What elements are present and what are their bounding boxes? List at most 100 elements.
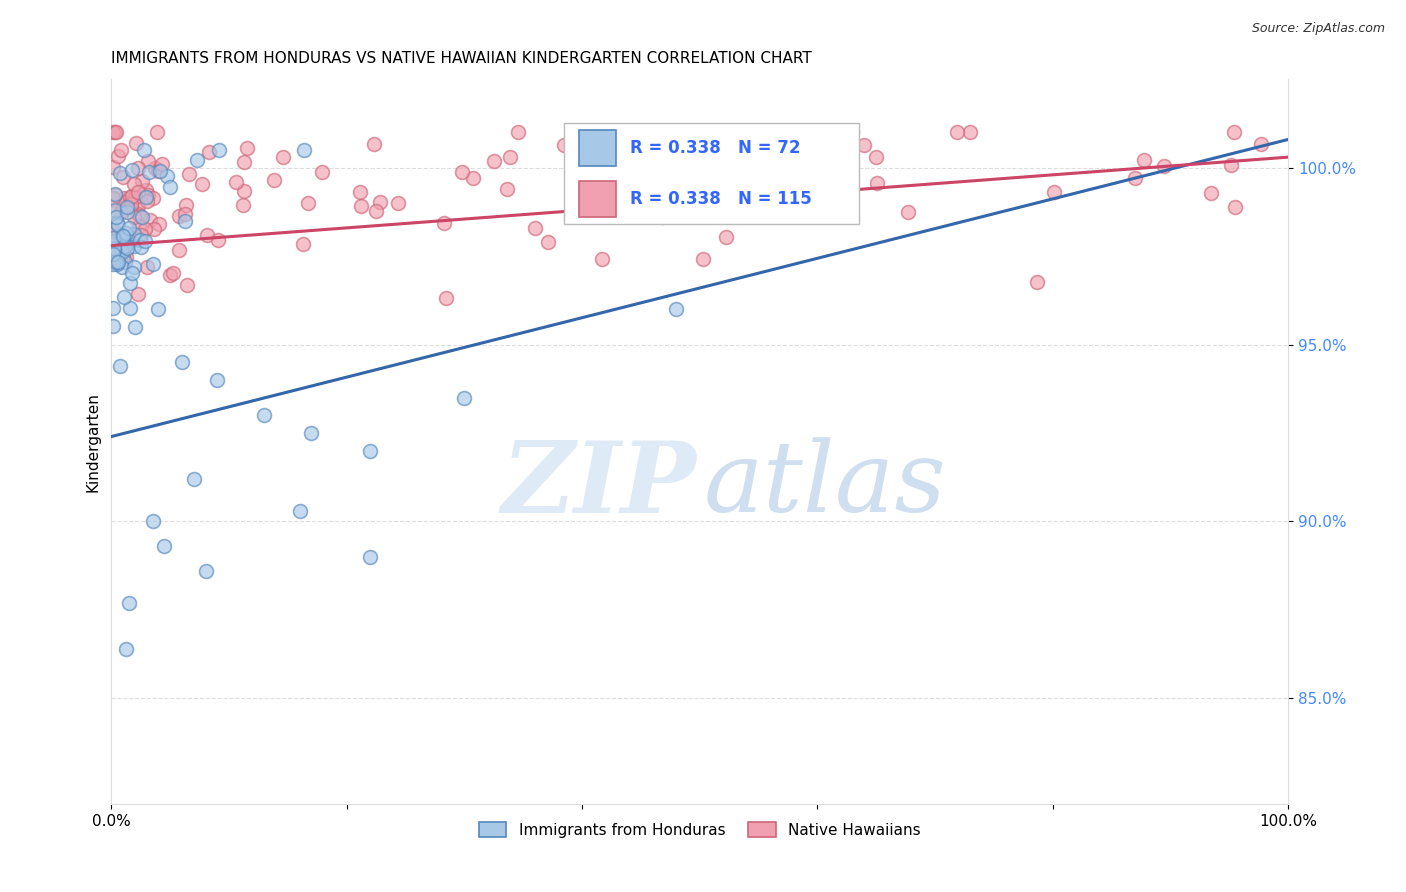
Point [111, 227, 134, 242]
Point [115, 250, 138, 264]
Point [591, 252, 613, 266]
Point [159, 179, 181, 194]
Point [118, 190, 141, 204]
Point [121, 162, 143, 177]
Point [363, 136, 385, 151]
Text: IMMIGRANTS FROM HONDURAS VS NATIVE HAWAIIAN KINDERGARTEN CORRELATION CHART: IMMIGRANTS FROM HONDURAS VS NATIVE HAWAI… [111, 51, 813, 66]
Point [225, 175, 247, 189]
Point [195, 228, 218, 243]
Point [148, 302, 170, 317]
Point [176, 277, 198, 292]
Point [118, 301, 141, 315]
Point [311, 165, 333, 179]
Point [134, 221, 156, 235]
Point [723, 125, 745, 139]
Point [101, 247, 124, 261]
Point [1250, 136, 1272, 151]
Point [167, 209, 190, 223]
Point [135, 183, 157, 197]
Point [190, 178, 212, 192]
FancyBboxPatch shape [564, 123, 859, 225]
Point [121, 189, 143, 203]
Point [127, 287, 149, 301]
Point [207, 373, 229, 387]
Point [162, 266, 184, 280]
Point [101, 257, 124, 271]
Point [461, 171, 484, 186]
Point [103, 244, 125, 258]
Point [115, 200, 138, 214]
Point [104, 188, 127, 202]
Point [143, 161, 166, 175]
Point [112, 169, 135, 184]
Point [537, 235, 560, 249]
Point [118, 596, 141, 610]
Point [152, 157, 174, 171]
Point [132, 143, 155, 157]
Point [179, 168, 201, 182]
Point [131, 227, 153, 242]
Point [433, 216, 456, 230]
Point [271, 150, 294, 164]
Point [194, 564, 217, 578]
Point [1219, 158, 1241, 172]
Point [115, 226, 138, 240]
Point [1125, 170, 1147, 185]
Point [105, 257, 128, 271]
Point [104, 202, 127, 217]
Point [233, 155, 256, 169]
Point [122, 227, 145, 242]
Point [101, 191, 124, 205]
Point [1133, 153, 1156, 168]
Point [120, 277, 142, 291]
Point [714, 229, 737, 244]
Point [110, 244, 132, 258]
Point [103, 205, 125, 219]
Point [110, 143, 132, 157]
Point [112, 195, 135, 210]
Point [136, 154, 159, 169]
Point [117, 198, 139, 212]
Point [104, 252, 127, 267]
Point [103, 241, 125, 255]
Point [865, 150, 887, 164]
Point [959, 125, 981, 139]
Point [173, 213, 195, 227]
Point [124, 319, 146, 334]
Point [350, 199, 373, 213]
Point [127, 207, 149, 221]
Point [142, 515, 165, 529]
Point [127, 185, 149, 199]
Text: atlas: atlas [703, 438, 946, 533]
Point [101, 230, 124, 244]
Point [364, 203, 387, 218]
Point [450, 165, 472, 179]
Point [108, 227, 131, 241]
Point [159, 268, 181, 282]
Point [148, 217, 170, 231]
Point [101, 125, 124, 139]
Point [118, 220, 141, 235]
Point [107, 255, 129, 269]
Point [104, 225, 127, 239]
Text: R = 0.338   N = 72: R = 0.338 N = 72 [630, 139, 801, 157]
Point [101, 318, 124, 333]
Point [105, 125, 128, 139]
Point [665, 302, 688, 317]
Point [149, 163, 172, 178]
Point [208, 143, 231, 157]
Point [1199, 186, 1222, 200]
FancyBboxPatch shape [578, 130, 616, 166]
Point [153, 539, 176, 553]
Point [1153, 159, 1175, 173]
Point [122, 239, 145, 253]
Point [131, 240, 153, 254]
Point [866, 176, 889, 190]
Point [434, 291, 457, 305]
Point [112, 191, 135, 205]
Point [136, 260, 159, 274]
Point [122, 260, 145, 274]
Point [101, 223, 124, 237]
Point [1043, 185, 1066, 199]
Point [1025, 276, 1047, 290]
